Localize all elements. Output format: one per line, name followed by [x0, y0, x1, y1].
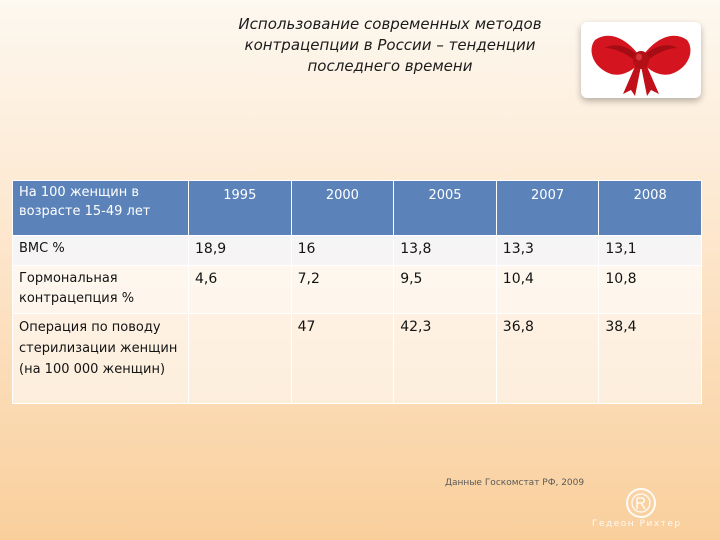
table-cell: 42,3 — [393, 313, 497, 404]
year-header: 2005 — [393, 180, 497, 236]
row-label: Операция по поводу стерилизации женщин (… — [12, 313, 189, 404]
table-cell: 18,9 — [188, 235, 292, 266]
table-cell: 47 — [290, 313, 395, 404]
table-cell: 7,2 — [290, 265, 395, 314]
year-header: 2007 — [495, 180, 600, 236]
red-bow-icon — [591, 35, 691, 96]
table-cell: 9,5 — [393, 265, 497, 314]
year-header: 1995 — [188, 180, 292, 236]
table-row: Гормональная контрацепция % 4,6 7,2 9,5 … — [12, 265, 702, 314]
source-note: Данные Госкомстат РФ, 2009 — [445, 478, 585, 488]
table-cell: 13,8 — [393, 235, 497, 266]
table-row: ВМС % 18,9 16 13,8 13,3 13,1 — [12, 235, 702, 266]
table-header-row: На 100 женщин в возрасте 15-49 лет 1995 … — [12, 180, 702, 236]
bow-picture — [581, 22, 701, 98]
table-row: Операция по поводу стерилизации женщин (… — [12, 313, 702, 404]
table-cell: 4,6 — [188, 265, 292, 314]
year-header: 2000 — [290, 180, 395, 236]
year-header: 2008 — [598, 180, 702, 236]
table-cell: 13,1 — [598, 235, 702, 266]
table-cell — [188, 313, 292, 404]
table-cell: 16 — [290, 235, 395, 266]
slide-title: Использование современных методов контра… — [238, 15, 542, 75]
table-cell: 13,3 — [495, 235, 600, 266]
table-cell: 10,4 — [495, 265, 600, 314]
row-label: Гормональная контрацепция % — [12, 265, 189, 314]
gedeon-richter-logo — [626, 488, 656, 518]
contraception-table: На 100 женщин в возрасте 15-49 лет 1995 … — [12, 180, 702, 404]
brand-name: Гедеон Рихтер — [592, 519, 682, 529]
table-cell: 36,8 — [495, 313, 600, 404]
row-label: ВМС % — [12, 235, 189, 266]
table-cell: 10,8 — [598, 265, 702, 314]
table-header-label: На 100 женщин в возрасте 15-49 лет — [12, 180, 189, 236]
table-cell: 38,4 — [598, 313, 702, 404]
